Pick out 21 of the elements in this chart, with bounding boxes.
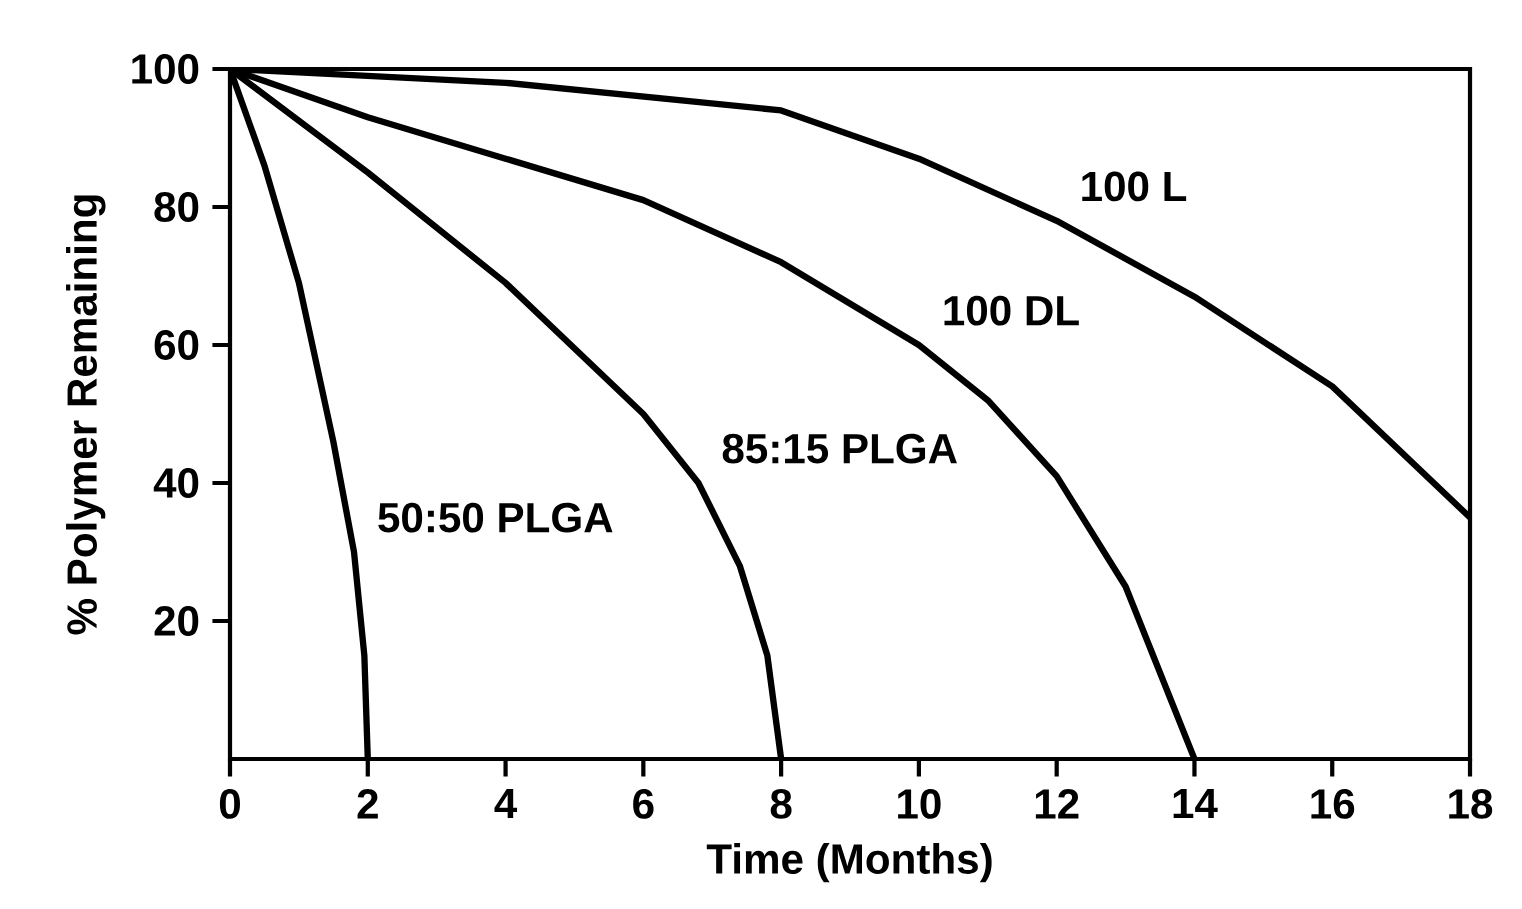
x-tick-label: 4 <box>494 789 518 819</box>
x-tick-label: 2 <box>357 789 378 819</box>
x-tick-label: 14 <box>1173 789 1218 819</box>
x-axis-title: Time (Months) <box>706 843 992 883</box>
y-axis-title: % Polymer Remaining <box>66 195 106 635</box>
x-tick-label: 16 <box>1311 789 1355 819</box>
x-tick-label: 12 <box>1035 789 1079 819</box>
y-tick-label: 20 <box>154 606 199 636</box>
y-tick-label: 100 <box>132 54 199 84</box>
x-tick-label: 18 <box>1449 789 1493 819</box>
annotation: 100 DL <box>944 295 1079 326</box>
annotation: 50:50 PLGA <box>378 502 613 533</box>
y-tick-label: 60 <box>154 330 199 360</box>
y-tick-label: 40 <box>153 468 199 498</box>
y-tick-label: 80 <box>154 192 199 222</box>
x-tick-label: 10 <box>898 789 941 819</box>
annotation: 100 L <box>1082 171 1187 202</box>
x-tick-label: 8 <box>770 789 792 819</box>
x-tick-label: 6 <box>633 789 654 819</box>
x-tick-label: 0 <box>219 789 240 819</box>
annotation: 85:15 PLGA <box>722 433 957 464</box>
